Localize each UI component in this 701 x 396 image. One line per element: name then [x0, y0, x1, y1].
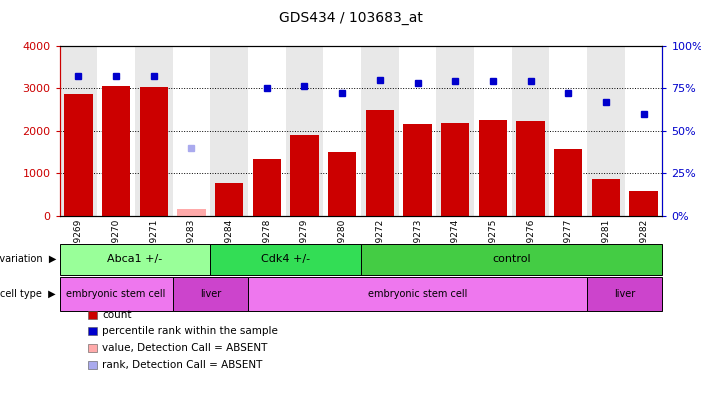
Bar [436, 46, 474, 216]
Bar [60, 46, 97, 216]
Bar [474, 46, 512, 216]
Bar [210, 244, 361, 275]
Text: rank, Detection Call = ABSENT: rank, Detection Call = ABSENT [102, 360, 263, 370]
Bar [587, 46, 625, 216]
Bar [361, 46, 399, 216]
Bar [441, 124, 470, 216]
Text: embryonic stem cell: embryonic stem cell [368, 289, 468, 299]
Bar [592, 179, 620, 216]
Bar [97, 46, 135, 216]
Text: genotype/variation  ▶: genotype/variation ▶ [0, 254, 56, 265]
Text: Abca1 +/-: Abca1 +/- [107, 254, 163, 265]
Bar [248, 277, 587, 311]
Text: embryonic stem cell: embryonic stem cell [67, 289, 166, 299]
Bar [210, 46, 248, 216]
Bar [625, 46, 662, 216]
Bar [252, 159, 281, 216]
Bar [554, 149, 583, 216]
Bar [248, 46, 286, 216]
Bar [366, 110, 394, 216]
Bar [399, 46, 436, 216]
Bar [64, 95, 93, 216]
Bar [323, 46, 361, 216]
Bar [587, 277, 662, 311]
Bar [102, 86, 130, 216]
Bar [215, 183, 243, 216]
Text: GDS434 / 103683_at: GDS434 / 103683_at [278, 11, 423, 25]
Text: value, Detection Call = ABSENT: value, Detection Call = ABSENT [102, 343, 268, 353]
Text: liver: liver [200, 289, 221, 299]
Text: liver: liver [614, 289, 635, 299]
Bar [172, 277, 248, 311]
Bar [177, 209, 205, 216]
Text: control: control [492, 254, 531, 265]
Bar [139, 87, 168, 216]
Bar [60, 244, 210, 275]
Bar [172, 46, 210, 216]
Bar [290, 135, 319, 216]
Bar [286, 46, 323, 216]
Text: Cdk4 +/-: Cdk4 +/- [261, 254, 311, 265]
Bar [479, 120, 507, 216]
Bar [512, 46, 550, 216]
Bar [60, 277, 172, 311]
Bar [629, 191, 658, 216]
Text: percentile rank within the sample: percentile rank within the sample [102, 326, 278, 337]
Bar [135, 46, 172, 216]
Bar [403, 124, 432, 216]
Bar [550, 46, 587, 216]
Bar [328, 152, 356, 216]
Text: cell type  ▶: cell type ▶ [1, 289, 56, 299]
Text: count: count [102, 310, 132, 320]
Bar [361, 244, 662, 275]
Bar [517, 121, 545, 216]
